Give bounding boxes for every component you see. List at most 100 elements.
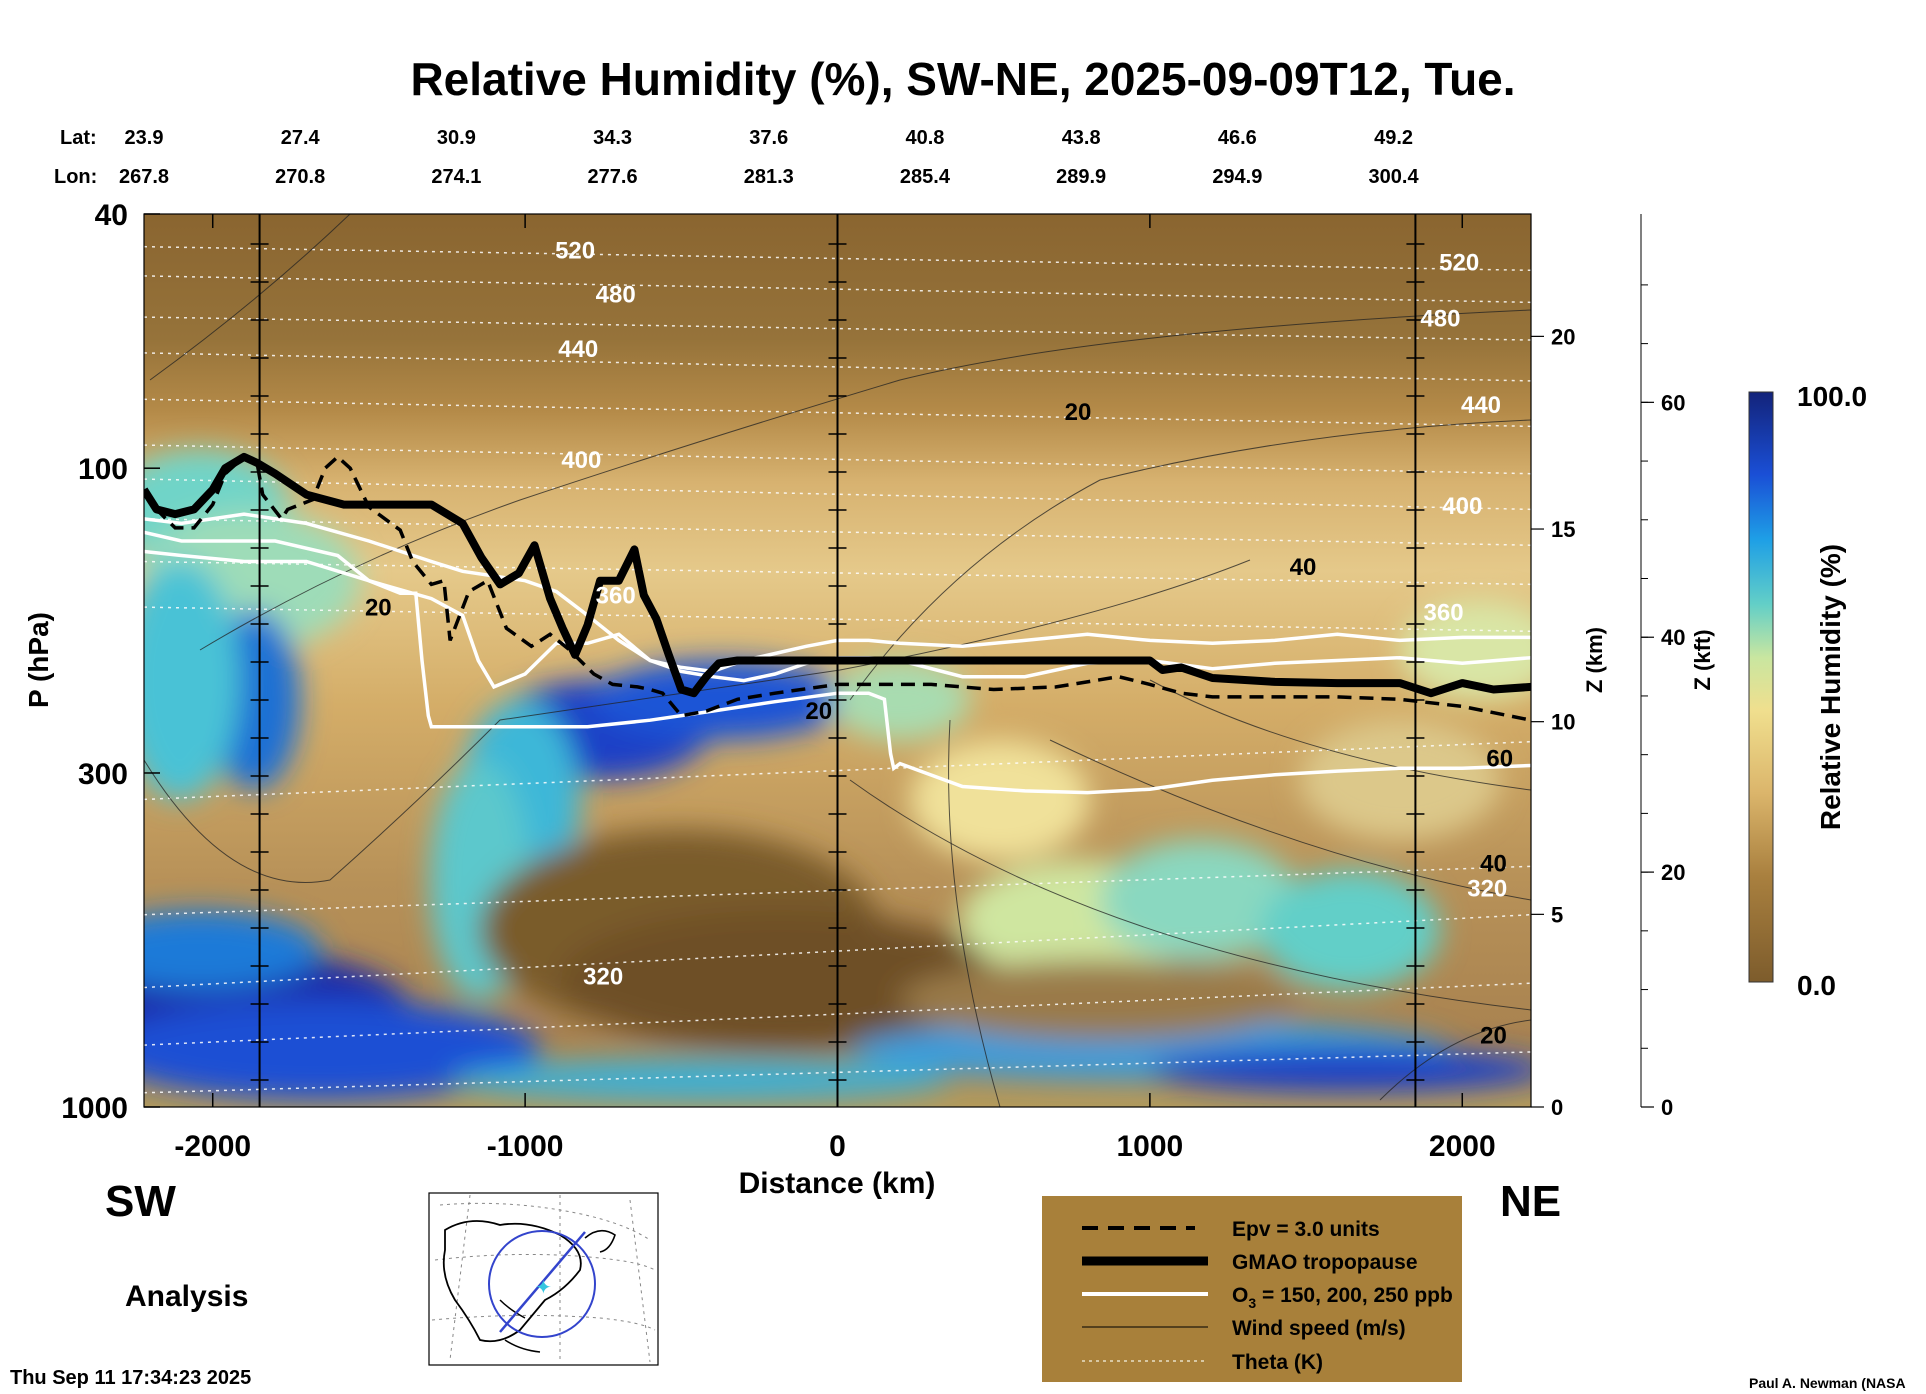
x-tick-label: 1000: [1117, 1130, 1184, 1163]
wind-label: 20: [1480, 1022, 1507, 1049]
lat-value: 23.9: [125, 127, 164, 149]
lat-value: 30.9: [437, 127, 476, 149]
inset-map: ✦: [428, 1192, 659, 1366]
wind-line: [149, 214, 351, 381]
wind-line: [849, 779, 1531, 1011]
y-axis-ticks: 40 100 300 1000: [61, 199, 160, 1125]
wind-line: [1049, 739, 1531, 901]
theta-label: 360: [1424, 599, 1464, 626]
z-kft-tick-label: 60: [1661, 390, 1685, 415]
y-tick-label: 300: [78, 758, 128, 791]
z-kft-tick-label: 0: [1661, 1095, 1673, 1120]
theta-label: 360: [596, 583, 636, 610]
theta-label: 520: [555, 238, 595, 265]
timestamp: Thu Sep 11 17:34:23 2025: [10, 1367, 251, 1389]
lat-value: 27.4: [281, 127, 321, 149]
theta-label: 400: [561, 447, 601, 474]
lon-value: 274.1: [431, 166, 481, 188]
lat-lon-row: 23.9 267.8 27.4 270.8 30.9 274.1 34.3 277.6 37.6…: [119, 127, 1419, 188]
chart-title: Relative Humidity (%), SW-NE, 2025-09-09…: [410, 53, 1515, 105]
wind-label: 40: [1290, 554, 1317, 581]
y-tick-label: 1000: [61, 1092, 128, 1125]
lon-value: 289.9: [1056, 166, 1106, 188]
lon-value: 281.3: [744, 166, 794, 188]
z-km-tick-label: 5: [1551, 902, 1563, 927]
wind-line: [1379, 1019, 1531, 1101]
wind-line: [199, 309, 1531, 651]
credit: Paul A. Newman (NASA: [1749, 1375, 1906, 1391]
direction-ne: NE: [1500, 1177, 1561, 1226]
direction-sw: SW: [105, 1177, 176, 1226]
z-kft-axis: 0 20 40 60: [1640, 214, 1685, 1120]
lon-value: 267.8: [119, 166, 169, 188]
reference-vertical-lines: [250, 214, 1425, 1107]
y-tick-label: 100: [78, 453, 128, 486]
z-kft-label: Z (kft): [1690, 629, 1715, 690]
z-km-tick-label: 0: [1551, 1095, 1563, 1120]
wind-label: 20: [365, 594, 392, 621]
colorbar-max-label: 100.0: [1797, 381, 1867, 412]
wind-label: 60: [1486, 745, 1513, 772]
legend-o3: O3 = 150, 200, 250 ppb: [1232, 1284, 1453, 1311]
tropopause-line: [144, 452, 1531, 698]
legend-o3-subscript: 3: [1248, 1295, 1256, 1311]
lat-value: 43.8: [1062, 127, 1101, 149]
lat-value: 46.6: [1218, 127, 1257, 149]
lat-value: 49.2: [1374, 127, 1413, 149]
lon-value: 294.9: [1212, 166, 1262, 188]
svg-text:✦: ✦: [535, 1275, 552, 1299]
legend-o3-text: = 150, 200, 250 ppb: [1256, 1284, 1453, 1307]
lon-value: 270.8: [275, 166, 325, 188]
wind-line: [849, 419, 1531, 701]
wind-line: [144, 559, 1251, 883]
x-axis-ticks: -2000 -1000 0 1000 2000: [174, 214, 1496, 1163]
epv-dashed-line: [144, 454, 1531, 722]
wind-label: 40: [1480, 851, 1507, 878]
lat-label: Lat:: [60, 127, 97, 149]
lon-label: Lon:: [54, 166, 97, 188]
theta-label: 320: [1467, 875, 1507, 902]
product-label: Analysis: [125, 1280, 248, 1313]
theta-label: 480: [1420, 305, 1460, 332]
theta-label: 480: [596, 281, 636, 308]
epv-line: [144, 454, 1531, 722]
theta-label: 440: [1461, 392, 1501, 419]
x-axis-label: Distance (km): [739, 1167, 936, 1200]
o3-line: [144, 549, 1531, 690]
theta-label: 520: [1439, 249, 1479, 276]
x-tick-label: -1000: [487, 1130, 564, 1163]
theta-label: 440: [558, 336, 598, 363]
lat-value: 37.6: [749, 127, 788, 149]
z-km-label: Z (km): [1582, 627, 1607, 693]
z-kft-tick-label: 40: [1661, 625, 1685, 650]
z-kft-tick-label: 20: [1661, 860, 1685, 885]
colorbar-title: Relative Humidity (%): [1815, 544, 1846, 830]
wind-line: [948, 719, 1001, 1107]
theta-label: 320: [583, 963, 623, 990]
colorbar: [1748, 391, 1774, 983]
legend: Epv = 3.0 units GMAO tropopause O3 = 150…: [1042, 1196, 1462, 1382]
wind-line: [1149, 679, 1531, 791]
legend-tropopause: GMAO tropopause: [1232, 1251, 1418, 1274]
tropopause-thick-line: [144, 452, 1531, 698]
colorbar-min-label: 0.0: [1797, 970, 1836, 1001]
wind-label: 20: [805, 698, 832, 725]
lat-value: 40.8: [905, 127, 944, 149]
wind-label: 20: [1065, 399, 1092, 426]
lon-value: 300.4: [1369, 166, 1420, 188]
wind-speed-lines: [144, 214, 1531, 1107]
lon-value: 277.6: [588, 166, 638, 188]
lon-value: 285.4: [900, 166, 951, 188]
legend-epv: Epv = 3.0 units: [1232, 1218, 1380, 1241]
lat-value: 34.3: [593, 127, 632, 149]
theta-label: 400: [1442, 493, 1482, 520]
y-axis-label: P (hPa): [23, 612, 54, 708]
legend-theta: Theta (K): [1232, 1351, 1323, 1374]
y-tick-label: 40: [95, 199, 128, 232]
x-tick-label: 2000: [1429, 1130, 1496, 1163]
legend-o3-symbol: O: [1232, 1284, 1248, 1307]
x-tick-label: 0: [829, 1130, 846, 1163]
z-km-tick-label: 20: [1551, 324, 1575, 349]
